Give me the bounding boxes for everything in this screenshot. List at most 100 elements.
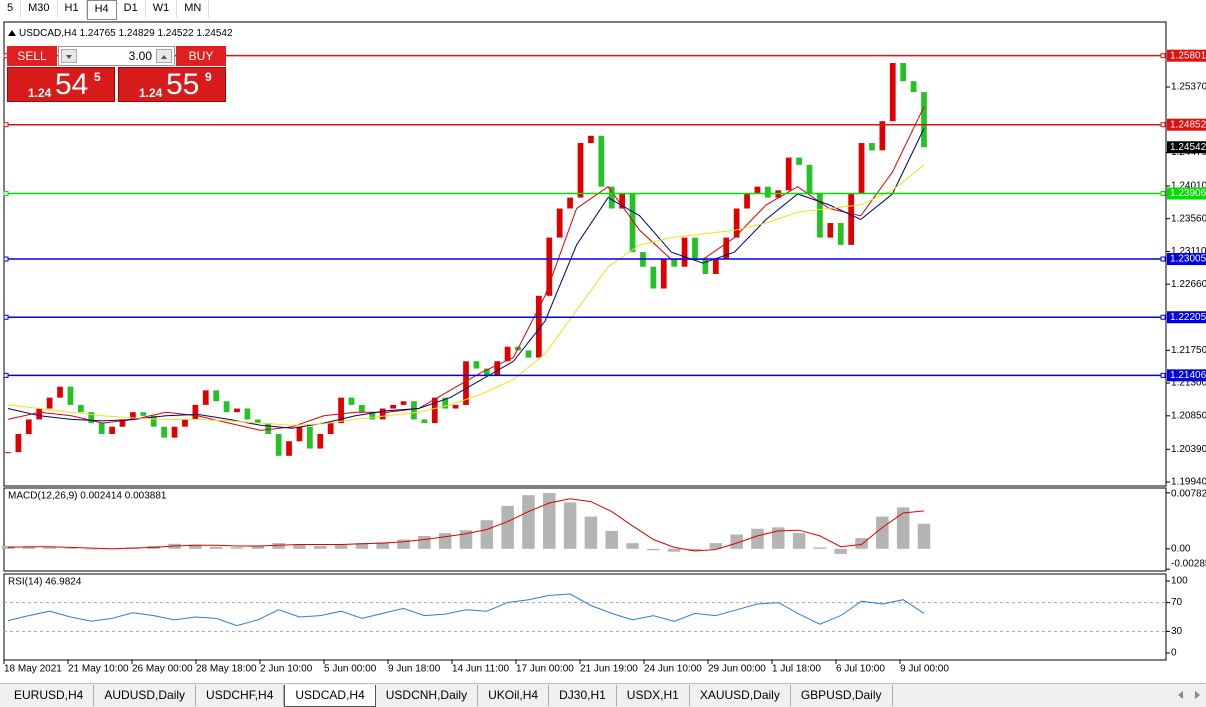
- candle: [223, 401, 230, 413]
- candle: [910, 81, 917, 93]
- time-label: 6 Jul 10:00: [836, 664, 885, 675]
- macd-bar: [563, 502, 577, 549]
- candle: [869, 143, 875, 151]
- level-label: 1.23906: [1170, 188, 1206, 199]
- macd-bar: [480, 520, 494, 549]
- candle: [473, 361, 480, 369]
- macd-signal: [7, 498, 925, 552]
- candle: [348, 397, 355, 405]
- rsi-tick-label: 100: [1171, 576, 1188, 587]
- candle: [307, 426, 313, 449]
- price-tick-label: 1.25370: [1171, 82, 1206, 93]
- macd-bar: [334, 544, 348, 549]
- price-tick-label: 1.21300: [1171, 378, 1206, 389]
- timeframe[interactable]: 5: [0, 0, 22, 18]
- price-prefix: 1.24: [28, 86, 52, 100]
- sell-button[interactable]: SELL: [7, 46, 57, 66]
- tab[interactable]: GBPUSD,Daily: [791, 685, 893, 706]
- tab[interactable]: USDCNH,Daily: [376, 685, 479, 706]
- candle: [25, 419, 32, 434]
- candle: [754, 186, 761, 194]
- macd-bar: [667, 548, 681, 552]
- candle: [109, 426, 115, 434]
- price-big: 54: [55, 68, 89, 101]
- timeframe[interactable]: MN: [177, 0, 210, 18]
- candle: [900, 63, 907, 82]
- macd-bar: [584, 516, 598, 549]
- tab[interactable]: USDCAD,H4: [284, 685, 376, 707]
- tab[interactable]: UKOil,H4: [478, 685, 550, 706]
- level-handle: [1160, 256, 1166, 262]
- time-label: 2 Jun 10:00: [260, 664, 313, 675]
- timeframe[interactable]: W1: [146, 0, 178, 18]
- candle: [525, 350, 532, 358]
- buy-price[interactable]: 1.24 55 9: [118, 67, 226, 102]
- level-handle: [1160, 314, 1166, 320]
- tab[interactable]: EURUSD,H4: [4, 685, 95, 706]
- candle: [192, 404, 199, 420]
- timeframe[interactable]: D1: [117, 0, 146, 18]
- macd-bar: [917, 523, 931, 549]
- buy-button[interactable]: BUY: [176, 46, 226, 66]
- candle: [36, 408, 43, 420]
- macd-bar: [376, 542, 389, 549]
- level-label: 1.25801: [1170, 50, 1206, 61]
- candle: [744, 193, 750, 209]
- candle: [182, 419, 188, 427]
- candle: [46, 397, 53, 409]
- candle: [608, 186, 615, 209]
- price-tick-label: 1.22660: [1171, 279, 1206, 290]
- timeframe[interactable]: H1: [58, 0, 87, 18]
- candle: [858, 143, 865, 194]
- lots-input[interactable]: 3.00: [58, 46, 175, 66]
- candle: [504, 346, 511, 362]
- sell-price[interactable]: 1.24 54 5: [7, 67, 115, 102]
- candle: [827, 223, 834, 238]
- macd-bar: [22, 546, 36, 549]
- rsi-tick-label: 70: [1171, 597, 1183, 608]
- candle: [483, 368, 490, 376]
- candle: [712, 259, 719, 274]
- macd-label: MACD(12,26,9) 0.002414 0.003881: [8, 491, 167, 502]
- candle: [140, 412, 147, 416]
- collapse-icon[interactable]: [8, 30, 16, 36]
- level-handle: [3, 122, 9, 128]
- price-big: 55: [166, 68, 200, 101]
- candle: [265, 423, 272, 434]
- price-tick-label: 1.20390: [1171, 444, 1206, 455]
- tab[interactable]: AUDUSD,Daily: [94, 685, 197, 706]
- time-label: 26 May 00:00: [132, 664, 193, 675]
- candle: [848, 193, 854, 245]
- macd-bar: [792, 533, 806, 549]
- tab[interactable]: DJ30,H1: [549, 685, 617, 706]
- candle: [452, 404, 459, 409]
- macd-bar: [896, 507, 910, 549]
- tab[interactable]: USDCHF,H4: [196, 685, 285, 706]
- candle: [681, 237, 688, 267]
- candle: [879, 121, 886, 151]
- time-label: 5 Jun 00:00: [324, 664, 377, 675]
- macd-bar: [85, 548, 98, 550]
- rsi-line: [7, 593, 925, 627]
- tab[interactable]: USDX,H1: [617, 685, 690, 706]
- candle: [723, 237, 730, 260]
- increase[interactable]: [156, 49, 172, 63]
- candle: [588, 135, 594, 144]
- tab-scroll[interactable]: [1174, 688, 1204, 704]
- arrow: [161, 55, 167, 59]
- level-handle: [1160, 122, 1166, 128]
- level-label: 1.22205: [1170, 312, 1206, 323]
- macd-tick-label: 0.007826: [1171, 489, 1206, 500]
- level-label-bg: [1167, 369, 1206, 382]
- decrease[interactable]: [61, 49, 77, 63]
- time-label: 9 Jun 18:00: [388, 664, 441, 675]
- candle: [88, 412, 95, 424]
- timeframe[interactable]: M30: [21, 0, 58, 18]
- candle: [671, 259, 678, 267]
- level-label-bg: [1167, 253, 1206, 266]
- tab[interactable]: XAUUSD,Daily: [690, 685, 791, 706]
- macd-bar: [855, 538, 868, 549]
- level-handle: [1160, 53, 1166, 59]
- timeframe[interactable]: H4: [86, 0, 117, 20]
- time-label: 18 May 2021: [4, 664, 62, 675]
